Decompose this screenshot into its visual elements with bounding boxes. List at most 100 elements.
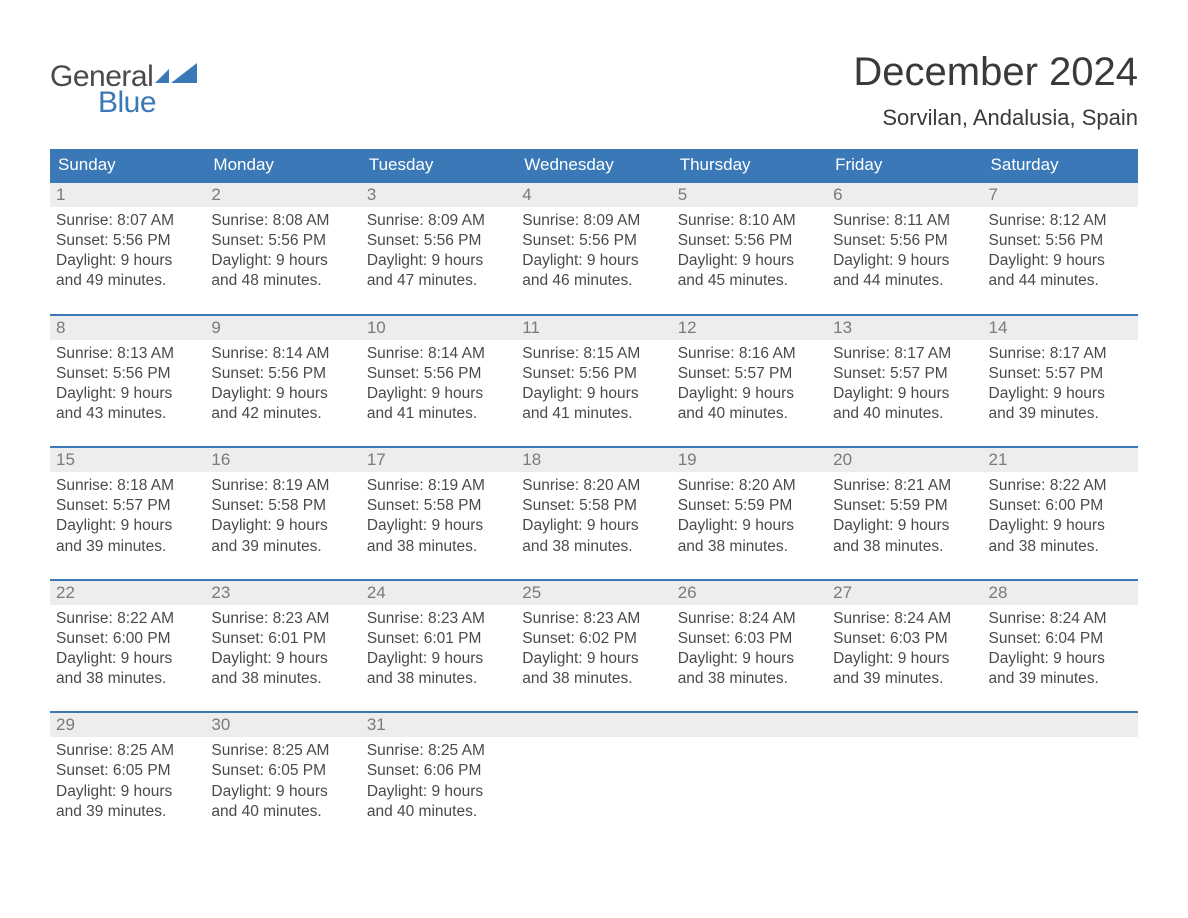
sunset-text: Sunset: 6:04 PM bbox=[989, 629, 1132, 649]
sunset-text: Sunset: 5:59 PM bbox=[833, 496, 976, 516]
sunrise-text: Sunrise: 8:16 AM bbox=[678, 344, 821, 364]
daylight-text-2: and 39 minutes. bbox=[56, 537, 199, 557]
sunset-text: Sunset: 5:56 PM bbox=[833, 231, 976, 251]
daylight-text-1: Daylight: 9 hours bbox=[678, 516, 821, 536]
daylight-text-2: and 38 minutes. bbox=[367, 537, 510, 557]
daylight-text-1: Daylight: 9 hours bbox=[522, 384, 665, 404]
day-cell: Sunrise: 8:22 AMSunset: 6:00 PMDaylight:… bbox=[983, 472, 1138, 580]
day-cell: Sunrise: 8:15 AMSunset: 5:56 PMDaylight:… bbox=[516, 340, 671, 448]
day-number: 5 bbox=[672, 182, 827, 207]
day-cell: Sunrise: 8:25 AMSunset: 6:06 PMDaylight:… bbox=[361, 737, 516, 844]
daylight-text-1: Daylight: 9 hours bbox=[367, 649, 510, 669]
sunrise-text: Sunrise: 8:24 AM bbox=[833, 609, 976, 629]
daylight-text-1: Daylight: 9 hours bbox=[989, 251, 1132, 271]
day-content-row: Sunrise: 8:13 AMSunset: 5:56 PM Daylight:… bbox=[50, 340, 1138, 448]
sunset-text: Sunset: 5:56 PM bbox=[56, 364, 199, 384]
sunrise-text: Sunrise: 8:12 AM bbox=[989, 211, 1132, 231]
daylight-text-2: and 39 minutes. bbox=[989, 404, 1132, 424]
day-cell: Sunrise: 8:19 AMSunset: 5:58 PMDaylight:… bbox=[361, 472, 516, 580]
day-number: 29 bbox=[50, 712, 205, 737]
daylight-text-1: Daylight: 9 hours bbox=[56, 251, 199, 271]
day-number-row: 15161718192021 bbox=[50, 447, 1138, 472]
day-header: Wednesday bbox=[516, 149, 671, 182]
day-number-row: 293031 bbox=[50, 712, 1138, 737]
page-header: General Blue December 2024 Sorvilan, And… bbox=[50, 50, 1138, 131]
day-header: Monday bbox=[205, 149, 360, 182]
sunrise-text: Sunrise: 8:15 AM bbox=[522, 344, 665, 364]
sunrise-text: Sunrise: 8:19 AM bbox=[367, 476, 510, 496]
day-cell: Sunrise: 8:24 AMSunset: 6:03 PMDaylight:… bbox=[672, 605, 827, 713]
sunrise-text: Sunrise: 8:23 AM bbox=[211, 609, 354, 629]
day-cell: Sunrise: 8:20 AMSunset: 5:59 PMDaylight:… bbox=[672, 472, 827, 580]
sunset-text: Sunset: 6:05 PM bbox=[211, 761, 354, 781]
day-number: 17 bbox=[361, 447, 516, 472]
sunset-text: Sunset: 6:06 PM bbox=[367, 761, 510, 781]
daylight-text-1: Daylight: 9 hours bbox=[833, 516, 976, 536]
daylight-text-1: Daylight: 9 hours bbox=[211, 384, 354, 404]
daylight-text-1: Daylight: 9 hours bbox=[678, 251, 821, 271]
daylight-text-2: and 44 minutes. bbox=[833, 271, 976, 291]
sunset-text: Sunset: 5:56 PM bbox=[989, 231, 1132, 251]
location-text: Sorvilan, Andalusia, Spain bbox=[853, 105, 1138, 131]
day-number: 27 bbox=[827, 580, 982, 605]
daylight-text-2: and 38 minutes. bbox=[367, 669, 510, 689]
sunrise-text: Sunrise: 8:21 AM bbox=[833, 476, 976, 496]
logo-word-blue: Blue bbox=[98, 86, 156, 120]
daylight-text-2: and 38 minutes. bbox=[678, 537, 821, 557]
day-header: Sunday bbox=[50, 149, 205, 182]
day-cell bbox=[827, 737, 982, 844]
sunset-text: Sunset: 5:56 PM bbox=[56, 231, 199, 251]
daylight-text-2: and 44 minutes. bbox=[989, 271, 1132, 291]
day-cell: Sunrise: 8:12 AMSunset: 5:56 PMDaylight:… bbox=[983, 207, 1138, 315]
daylight-text-2: and 38 minutes. bbox=[211, 669, 354, 689]
day-cell: Sunrise: 8:17 AMSunset: 5:57 PMDaylight:… bbox=[827, 340, 982, 448]
day-cell: Sunrise: 8:24 AMSunset: 6:04 PMDaylight:… bbox=[983, 605, 1138, 713]
day-number: 30 bbox=[205, 712, 360, 737]
sunset-text: Sunset: 5:58 PM bbox=[367, 496, 510, 516]
month-title: December 2024 bbox=[853, 50, 1138, 95]
sunrise-text: Sunrise: 8:18 AM bbox=[56, 476, 199, 496]
day-number: 10 bbox=[361, 315, 516, 340]
sunrise-text: Sunrise: 8:13 AM bbox=[56, 344, 199, 364]
daylight-text-1: Daylight: 9 hours bbox=[833, 649, 976, 669]
sunrise-text: Sunrise: 8:25 AM bbox=[56, 741, 199, 761]
calendar-table: Sunday Monday Tuesday Wednesday Thursday… bbox=[50, 149, 1138, 844]
day-number: 31 bbox=[361, 712, 516, 737]
sunrise-text: Sunrise: 8:20 AM bbox=[678, 476, 821, 496]
sunset-text: Sunset: 5:57 PM bbox=[56, 496, 199, 516]
day-number: 6 bbox=[827, 182, 982, 207]
day-number: 22 bbox=[50, 580, 205, 605]
sunset-text: Sunset: 5:58 PM bbox=[522, 496, 665, 516]
day-number: 2 bbox=[205, 182, 360, 207]
daylight-text-1: Daylight: 9 hours bbox=[211, 782, 354, 802]
day-cell: Sunrise: 8:24 AMSunset: 6:03 PMDaylight:… bbox=[827, 605, 982, 713]
sunset-text: Sunset: 5:59 PM bbox=[678, 496, 821, 516]
daylight-text-1: Daylight: 9 hours bbox=[989, 516, 1132, 536]
day-number bbox=[516, 712, 671, 737]
day-header: Saturday bbox=[983, 149, 1138, 182]
sunrise-text: Sunrise: 8:17 AM bbox=[833, 344, 976, 364]
day-number-row: 891011121314 bbox=[50, 315, 1138, 340]
logo-flag-icon bbox=[155, 63, 197, 88]
daylight-text-2: and 40 minutes. bbox=[367, 802, 510, 822]
day-number: 4 bbox=[516, 182, 671, 207]
sunrise-text: Sunrise: 8:24 AM bbox=[989, 609, 1132, 629]
day-cell: Sunrise: 8:17 AMSunset: 5:57 PMDaylight:… bbox=[983, 340, 1138, 448]
sunset-text: Sunset: 5:57 PM bbox=[989, 364, 1132, 384]
daylight-text-2: and 42 minutes. bbox=[211, 404, 354, 424]
sunrise-text: Sunrise: 8:07 AM bbox=[56, 211, 199, 231]
day-number: 16 bbox=[205, 447, 360, 472]
sunset-text: Sunset: 5:56 PM bbox=[211, 231, 354, 251]
daylight-text-1: Daylight: 9 hours bbox=[211, 649, 354, 669]
sunset-text: Sunset: 6:01 PM bbox=[367, 629, 510, 649]
daylight-text-2: and 39 minutes. bbox=[833, 669, 976, 689]
sunset-text: Sunset: 5:58 PM bbox=[211, 496, 354, 516]
day-number: 8 bbox=[50, 315, 205, 340]
day-cell: Sunrise: 8:09 AMSunset: 5:56 PMDaylight:… bbox=[516, 207, 671, 315]
daylight-text-1: Daylight: 9 hours bbox=[678, 384, 821, 404]
day-number: 15 bbox=[50, 447, 205, 472]
day-number: 28 bbox=[983, 580, 1138, 605]
day-number: 23 bbox=[205, 580, 360, 605]
sunset-text: Sunset: 6:03 PM bbox=[833, 629, 976, 649]
sunset-text: Sunset: 6:01 PM bbox=[211, 629, 354, 649]
